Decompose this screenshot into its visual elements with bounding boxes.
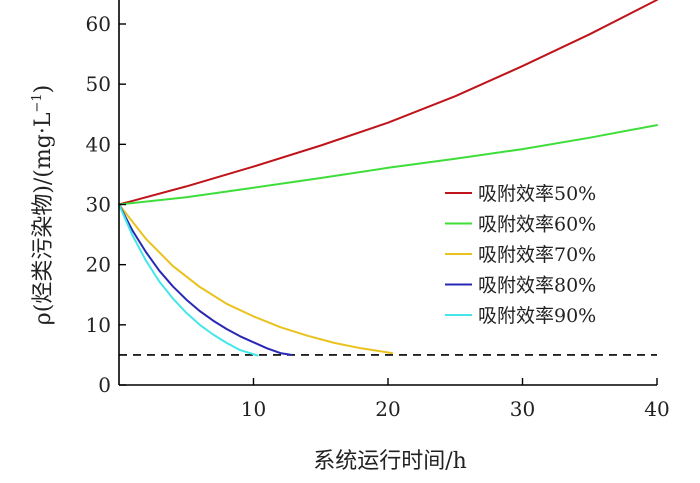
legend-label-2: 吸附效率60%: [478, 214, 596, 236]
x-tick-label: 30: [510, 397, 535, 421]
axes: 10 20 30 40 0 10 20 30 40 50 60: [86, 0, 670, 421]
series-line-2: [118, 124, 658, 206]
y-tick-label: 60: [86, 12, 111, 36]
plot-area: [118, 0, 658, 357]
y-axis-title: ρ(烃类污染物)/(mg·L−1): [30, 85, 56, 325]
y-axis-title-close: ): [31, 85, 56, 94]
x-tick-label: 40: [644, 397, 669, 421]
y-axis-title-exponent: −1: [30, 93, 45, 112]
legend-label-3: 吸附效率70%: [478, 244, 596, 266]
legend-label-5: 吸附效率90%: [478, 305, 596, 327]
series-line-4: [118, 203, 293, 356]
y-axis-title-main: ρ(烃类污染物)/(mg·L: [31, 112, 56, 325]
y-tick-label: 20: [86, 253, 111, 277]
y-tick-label: 50: [86, 72, 111, 96]
series-line-5: [118, 203, 259, 357]
x-tick-label: 10: [241, 397, 266, 421]
legend-label-4: 吸附效率80%: [478, 275, 596, 297]
x-axis-title: 系统运行时间/h: [313, 449, 467, 474]
y-tick-label: 10: [86, 313, 111, 337]
y-tick-label: 40: [86, 132, 111, 156]
legend-label-1: 吸附效率50%: [478, 183, 596, 205]
series-line-3: [118, 203, 393, 355]
legend: 吸附效率50% 吸附效率60% 吸附效率70% 吸附效率80% 吸附效率90%: [445, 183, 596, 327]
x-tick-label: 20: [375, 397, 400, 421]
y-tick-label: 0: [98, 373, 111, 397]
y-axis-title-group: ρ(烃类污染物)/(mg·L−1): [30, 85, 56, 325]
series-line-1: [118, 0, 658, 206]
y-tick-label: 30: [86, 193, 111, 217]
